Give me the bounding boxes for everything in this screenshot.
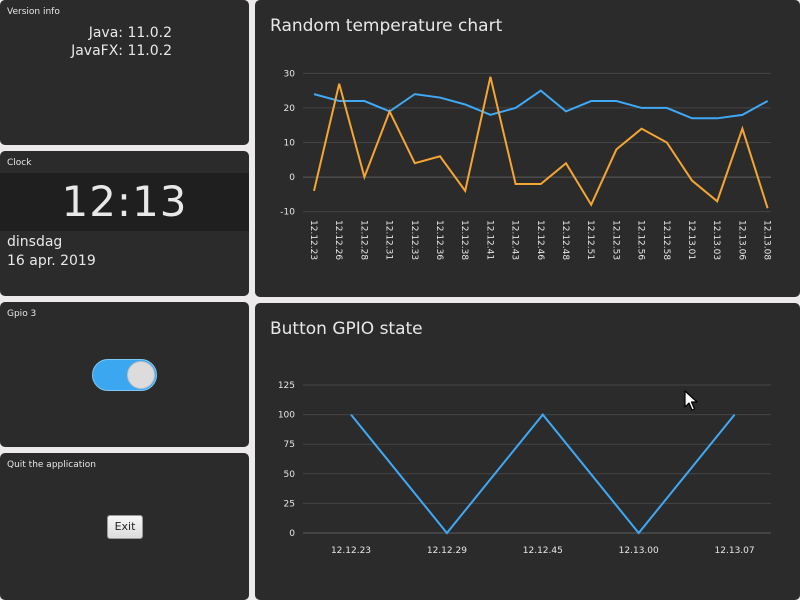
y-tick-label: 0 — [289, 173, 295, 183]
gpio-state-chart-title: Button GPIO state — [270, 319, 423, 339]
x-tick-label: 12.12.26 — [333, 220, 343, 260]
y-tick-label: 75 — [284, 440, 295, 450]
y-tick-label: 20 — [284, 104, 296, 114]
x-tick-label: 12.12.43 — [510, 220, 520, 260]
x-tick-label: 12.12.33 — [409, 220, 419, 260]
x-tick-label: 12.12.31 — [384, 220, 394, 260]
y-tick-label: 125 — [278, 381, 295, 391]
y-tick-label: 25 — [284, 499, 295, 509]
x-tick-label: 12.12.38 — [459, 220, 469, 260]
x-tick-label: 12.12.51 — [585, 220, 595, 260]
mouse-pointer-icon — [684, 390, 698, 411]
x-tick-label: 12.13.06 — [736, 220, 746, 260]
x-tick-label: 12.12.29 — [427, 546, 467, 556]
gpio-state-chart-tile: Button GPIO state 125 100 75 50 25 0 12.12.23 1… — [255, 303, 800, 600]
x-tick-label: 12.12.53 — [610, 220, 620, 260]
x-tick-label: 12.12.23 — [331, 546, 371, 556]
temperature-chart: 30 20 10 0 -10 12.12.23 12.12.26 12.12.28 12.12.… — [280, 69, 772, 260]
temperature-chart-title: Random temperature chart — [270, 16, 503, 36]
y-tick-label: 0 — [289, 529, 295, 539]
x-tick-label: 12.12.45 — [523, 546, 563, 556]
gpio-toggle-switch[interactable] — [92, 359, 157, 391]
version-info-title: Version info — [7, 7, 60, 17]
temperature-chart-tile: Random temperature chart 30 20 10 0 -10 12.12… — [255, 0, 800, 297]
gpio-tile: Gpio 3 — [0, 302, 249, 447]
quit-tile: Quit the application Exit — [0, 453, 249, 600]
x-tick-label: 12.13.01 — [686, 220, 696, 260]
x-tick-label: 12.12.41 — [484, 220, 494, 260]
y-tick-label: 100 — [278, 411, 295, 421]
version-lines: Java: 11.0.2 JavaFX: 11.0.2 — [71, 24, 172, 60]
series-line-1 — [313, 89, 769, 120]
x-tick-label: 12.13.03 — [711, 220, 721, 260]
x-tick-label: 12.12.58 — [661, 220, 671, 260]
exit-button[interactable]: Exit — [107, 515, 143, 539]
x-tick-label: 12.12.48 — [560, 220, 570, 260]
gpio-state-chart: 125 100 75 50 25 0 12.12.23 12.12.29 12.12.45 12.… — [278, 381, 771, 556]
clock-display: 12:13 — [0, 173, 249, 231]
clock-title: Clock — [7, 158, 32, 168]
toggle-knob[interactable] — [127, 361, 155, 389]
x-tick-label: 12.12.28 — [358, 220, 368, 260]
x-tick-label: 12.13.07 — [715, 546, 755, 556]
clock-day: dinsdag — [7, 234, 63, 250]
y-tick-label: 10 — [284, 139, 296, 149]
y-tick-label: -10 — [280, 208, 295, 218]
x-tick-label: 12.13.00 — [619, 546, 659, 556]
version-info-tile: Version info Java: 11.0.2 JavaFX: 11.0.2 — [0, 0, 249, 145]
clock-tile: Clock 12:13 dinsdag 16 apr. 2019 — [0, 151, 249, 296]
x-tick-label: 12.13.08 — [762, 220, 772, 260]
javafx-version: JavaFX: 11.0.2 — [71, 43, 172, 59]
gpio-title: Gpio 3 — [7, 309, 37, 319]
java-version: Java: 11.0.2 — [88, 25, 172, 41]
y-tick-label: 30 — [284, 69, 296, 79]
x-tick-label: 12.12.56 — [636, 220, 646, 260]
x-tick-label: 12.12.23 — [308, 220, 318, 260]
x-tick-label: 12.12.46 — [535, 220, 545, 260]
clock-date: 16 apr. 2019 — [7, 253, 96, 269]
clock-time: 12:13 — [61, 177, 188, 226]
x-tick-label: 12.12.36 — [434, 220, 444, 260]
y-tick-label: 50 — [284, 470, 296, 480]
quit-title: Quit the application — [7, 460, 96, 470]
